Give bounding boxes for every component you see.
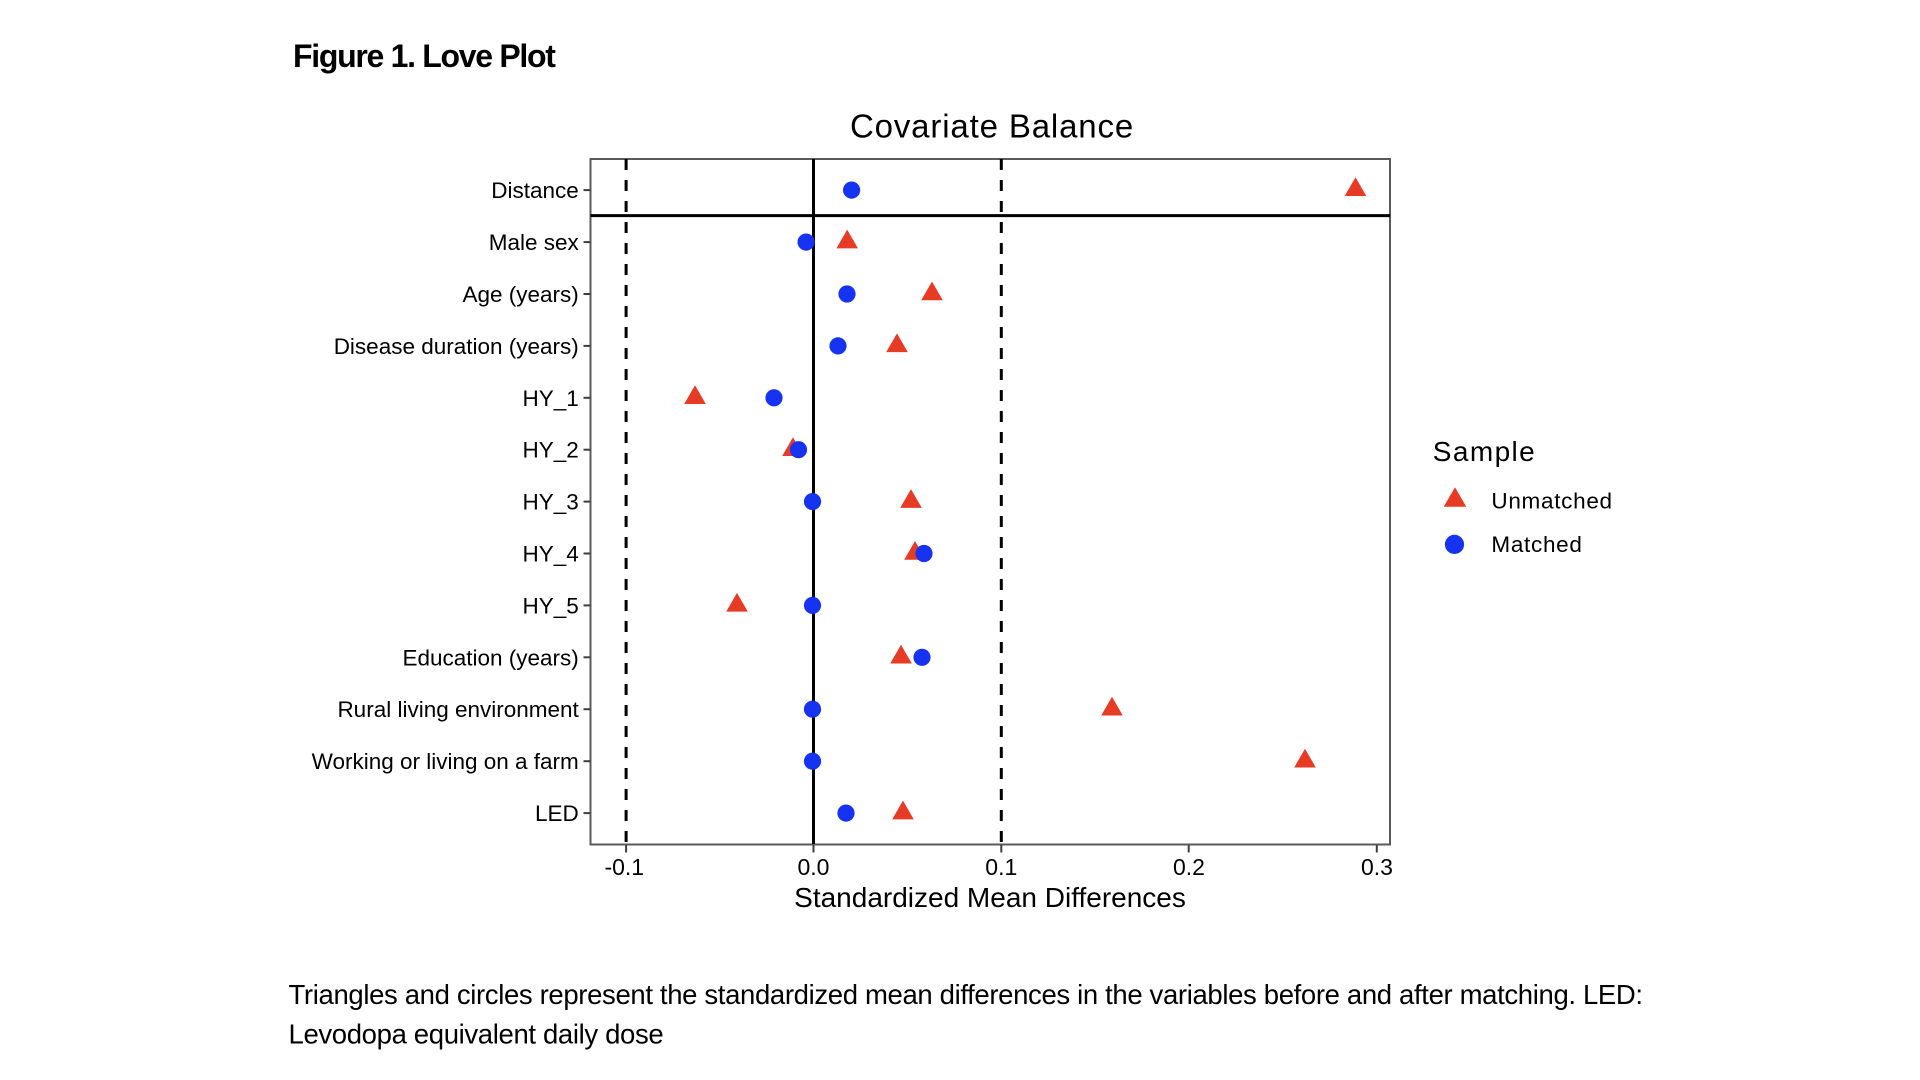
svg-text:0.2: 0.2 (1173, 854, 1205, 880)
svg-text:HY_5: HY_5 (523, 593, 579, 618)
svg-text:Disease duration (years): Disease duration (years) (334, 334, 579, 359)
svg-text:Education (years): Education (years) (402, 645, 578, 670)
svg-text:Male sex: Male sex (489, 230, 580, 255)
svg-text:Triangles and circles represen: Triangles and circles represent the stan… (289, 979, 1643, 1010)
svg-text:HY_4: HY_4 (523, 542, 579, 567)
svg-text:HY_2: HY_2 (523, 438, 579, 463)
svg-text:Matched: Matched (1491, 532, 1582, 557)
svg-text:Working or living on a farm: Working or living on a farm (312, 749, 579, 774)
svg-text:Sample: Sample (1433, 436, 1536, 467)
svg-text:Distance: Distance (491, 178, 579, 203)
svg-text:Covariate Balance: Covariate Balance (850, 108, 1134, 145)
svg-text:Levodopa equivalent daily dose: Levodopa equivalent daily dose (289, 1019, 664, 1050)
svg-text:0.1: 0.1 (985, 854, 1017, 880)
svg-text:HY_1: HY_1 (523, 386, 579, 411)
svg-text:Figure 1. Love Plot: Figure 1. Love Plot (293, 38, 556, 74)
svg-text:0.0: 0.0 (798, 854, 830, 880)
svg-text:Rural living environment: Rural living environment (337, 697, 579, 722)
svg-text:0.3: 0.3 (1361, 854, 1393, 880)
svg-text:-0.1: -0.1 (604, 854, 644, 880)
svg-text:Age (years): Age (years) (463, 282, 579, 307)
svg-text:Unmatched: Unmatched (1491, 489, 1612, 514)
svg-text:Standardized Mean Differences: Standardized Mean Differences (794, 882, 1186, 913)
svg-text:LED: LED (535, 801, 579, 826)
svg-text:HY_3: HY_3 (523, 490, 579, 515)
